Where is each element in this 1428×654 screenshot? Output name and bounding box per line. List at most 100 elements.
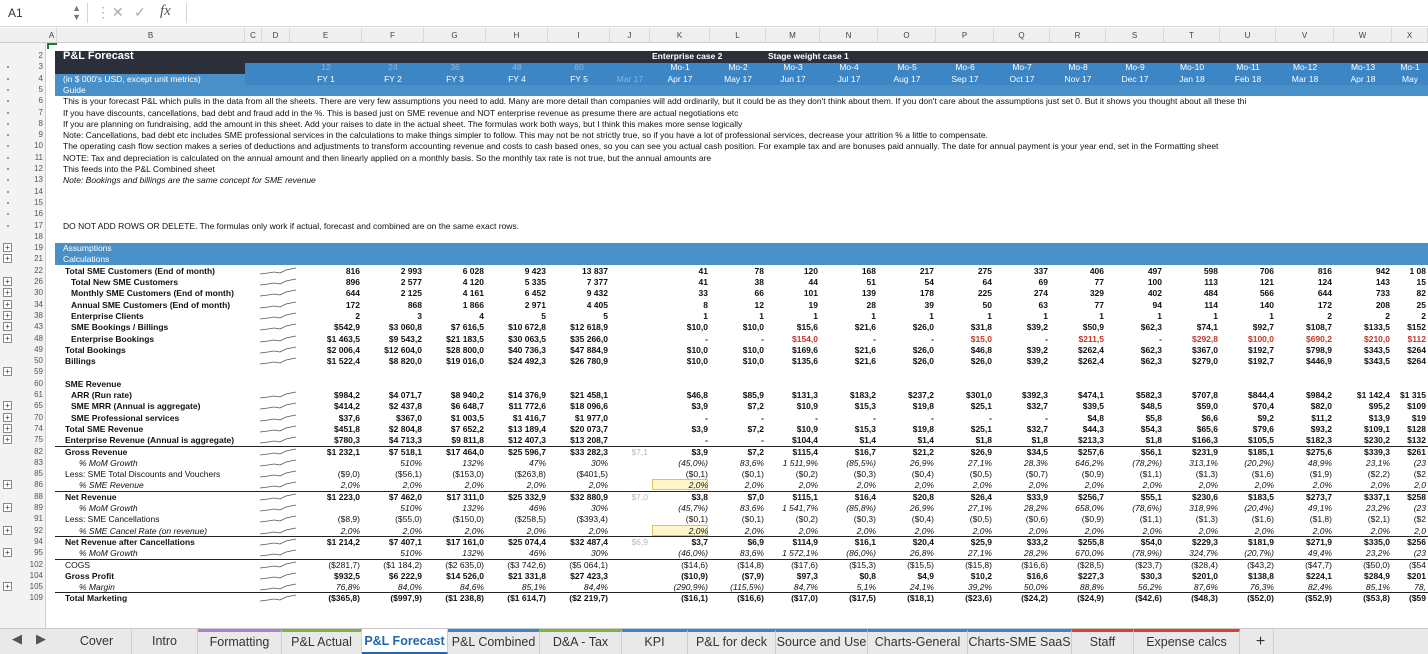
row-number-61[interactable]: 61 [34,390,43,399]
row-number-8[interactable]: 8 [38,118,43,128]
row-number-104[interactable]: 104 [29,570,43,580]
row-number-48[interactable]: 48 [34,333,43,343]
column-header-a[interactable]: A [47,28,57,43]
row-number-14[interactable]: 14 [34,186,43,196]
sheet-tab-source-and-use[interactable]: Source and Use [776,629,868,654]
sheet-tab-p-l-for-deck[interactable]: P&L for deck [688,629,776,654]
column-header-i[interactable]: I [548,28,610,43]
sheet-tab-p-l-combined[interactable]: P&L Combined [448,629,540,654]
column-header-x[interactable]: X [1392,28,1428,43]
function-icon[interactable]: fx [160,3,171,19]
row-number-11[interactable]: 11 [34,152,43,162]
name-box-stepper-icon[interactable]: ▲ ▼ [72,3,81,22]
column-header-g[interactable]: G [424,28,486,43]
sheet-tab-charts-sme-saas[interactable]: Charts-SME SaaS [968,629,1072,654]
row-number-26[interactable]: 26 [34,277,43,286]
column-header-t[interactable]: T [1164,28,1220,43]
column-header-j[interactable]: J [610,28,650,43]
outline-expand-icon-row-30[interactable]: + [3,288,12,298]
column-header-e[interactable]: E [290,28,362,43]
outline-expand-icon-row-19[interactable]: + [3,243,12,253]
column-header-s[interactable]: S [1106,28,1164,43]
highlighted-input-cell[interactable] [652,479,708,491]
column-header-w[interactable]: W [1334,28,1392,43]
row-number-92[interactable]: 92 [34,525,43,535]
row-number-15[interactable]: 15 [34,197,43,207]
sheet-tab-expense-calcs[interactable]: Expense calcs [1134,629,1240,654]
row-number-60[interactable]: 60 [34,378,43,388]
prev-sheet-icon[interactable]: ◀ [12,631,22,646]
outline-expand-icon-row-89[interactable]: + [3,503,12,512]
row-number-70[interactable]: 70 [34,412,43,422]
name-box[interactable]: A1 ▲ ▼ [0,3,88,23]
column-header-k[interactable]: K [650,28,710,43]
sheet-tab-staff[interactable]: Staff [1072,629,1134,654]
outline-expand-icon-row-26[interactable]: + [3,277,12,286]
column-header-q[interactable]: Q [994,28,1050,43]
column-header-f[interactable]: F [362,28,424,43]
column-header-b[interactable]: B [57,28,245,43]
column-header-c[interactable]: C [245,28,262,43]
row-number-17[interactable]: 17 [34,220,43,230]
row-number-30[interactable]: 30 [34,288,43,298]
row-number-10[interactable]: 10 [34,141,43,151]
column-header-o[interactable]: O [878,28,936,43]
outline-expand-icon-row-59[interactable]: + [3,367,12,377]
row-number-7[interactable]: 7 [38,107,43,117]
more-icon[interactable]: ⋮ [96,4,110,20]
outline-expand-icon-row-70[interactable]: + [3,412,12,422]
row-number-89[interactable]: 89 [34,503,43,512]
add-sheet-button[interactable]: + [1248,629,1274,654]
row-number-86[interactable]: 86 [34,480,43,490]
row-number-5[interactable]: 5 [38,84,43,94]
row-number-3[interactable]: 3 [38,62,43,72]
row-number-102[interactable]: 102 [29,559,43,569]
column-header-r[interactable]: R [1050,28,1106,43]
outline-expand-icon-row-43[interactable]: + [3,322,12,332]
sheet-tab-intro[interactable]: Intro [132,629,198,654]
outline-expand-icon-row-65[interactable]: + [3,401,12,411]
sheet-tab-charts-general[interactable]: Charts-General [868,629,968,654]
outline-expand-icon-row-38[interactable]: + [3,310,12,320]
row-number-16[interactable]: 16 [34,209,43,219]
sheet-grid[interactable]: P&L Forecast Enterprise case 2 Stage weigh… [47,43,1428,628]
row-number-21[interactable]: 21 [34,254,43,264]
row-number-85[interactable]: 85 [34,469,43,479]
row-number-88[interactable]: 88 [34,491,43,501]
outline-expand-icon-row-34[interactable]: + [3,299,12,309]
outline-expand-icon-row-86[interactable]: + [3,480,12,490]
column-header-p[interactable]: P [936,28,994,43]
outline-expand-icon-row-95[interactable]: + [3,548,12,558]
row-number-91[interactable]: 91 [34,514,43,524]
column-header-n[interactable]: N [820,28,878,43]
row-number-59[interactable]: 59 [34,367,43,377]
outline-expand-icon-row-48[interactable]: + [3,333,12,343]
row-number-13[interactable]: 13 [34,175,43,185]
name-box-value[interactable]: A1 [8,6,23,20]
row-number-12[interactable]: 12 [34,164,43,173]
row-number-94[interactable]: 94 [34,536,43,546]
row-number-105[interactable]: 105 [29,582,43,592]
row-number-83[interactable]: 83 [34,457,43,467]
row-number-38[interactable]: 38 [34,310,43,320]
row-number-19[interactable]: 19 [34,243,43,253]
row-number-34[interactable]: 34 [34,299,43,309]
column-header-l[interactable]: L [710,28,766,43]
outline-expand-icon-row-105[interactable]: + [3,582,12,592]
column-header-m[interactable]: M [766,28,820,43]
row-number-43[interactable]: 43 [34,322,43,332]
row-number-22[interactable]: 22 [34,265,43,275]
row-number-74[interactable]: 74 [34,423,43,433]
next-sheet-icon[interactable]: ▶ [36,631,46,646]
column-header-d[interactable]: D [262,28,290,43]
sheet-tab-kpi[interactable]: KPI [622,629,688,654]
row-number-9[interactable]: 9 [38,130,43,140]
sheet-tab-d-a-tax[interactable]: D&A - Tax [540,629,622,654]
row-number-49[interactable]: 49 [34,344,43,354]
sheet-tab-p-l-actual[interactable]: P&L Actual [282,629,362,654]
row-number-6[interactable]: 6 [38,96,43,106]
row-number-75[interactable]: 75 [34,435,43,445]
outline-expand-icon-row-75[interactable]: + [3,435,12,445]
row-number-65[interactable]: 65 [34,401,43,411]
column-header-v[interactable]: V [1276,28,1334,43]
